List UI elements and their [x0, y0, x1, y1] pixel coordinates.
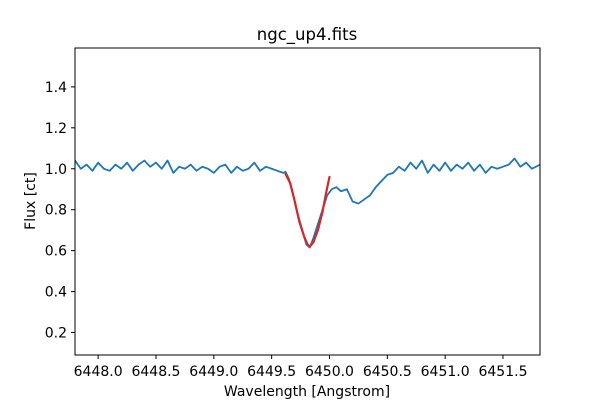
y-tick-label: 1.4 [45, 80, 67, 96]
y-axis: 0.2 0.4 0.6 0.8 1.0 1.2 1.4 [45, 80, 75, 341]
x-tick-label: 6448.0 [74, 364, 123, 380]
x-axis: 6448.0 6448.5 6449.0 6449.5 6450.0 6450.5 6451… [74, 355, 527, 380]
plot-area [75, 157, 540, 249]
plot-frame [74, 47, 541, 356]
spectrum-line [75, 157, 540, 249]
y-tick-label: 1.0 [45, 162, 67, 178]
y-tick-label: 0.4 [45, 285, 67, 301]
y-tick-label: 1.2 [45, 121, 67, 137]
x-tick-label: 6450.5 [363, 364, 412, 380]
y-tick-label: 0.6 [45, 244, 67, 260]
chart-title: ngc_up4.fits [257, 25, 357, 45]
fit-line [284, 172, 331, 248]
series-layer [75, 157, 540, 249]
x-tick-label: 6451.5 [478, 364, 527, 380]
x-tick-label: 6450.0 [305, 364, 354, 380]
y-tick-label: 0.2 [45, 325, 67, 341]
y-axis-label: Flux [ct] [23, 172, 39, 230]
x-axis-label: Wavelength [Angstrom] [224, 384, 390, 400]
y-tick-label: 0.8 [45, 203, 67, 219]
x-tick-label: 6449.5 [247, 364, 296, 380]
x-tick-label: 6451.0 [421, 364, 470, 380]
x-tick-label: 6449.0 [189, 364, 238, 380]
x-tick-label: 6448.5 [131, 364, 180, 380]
